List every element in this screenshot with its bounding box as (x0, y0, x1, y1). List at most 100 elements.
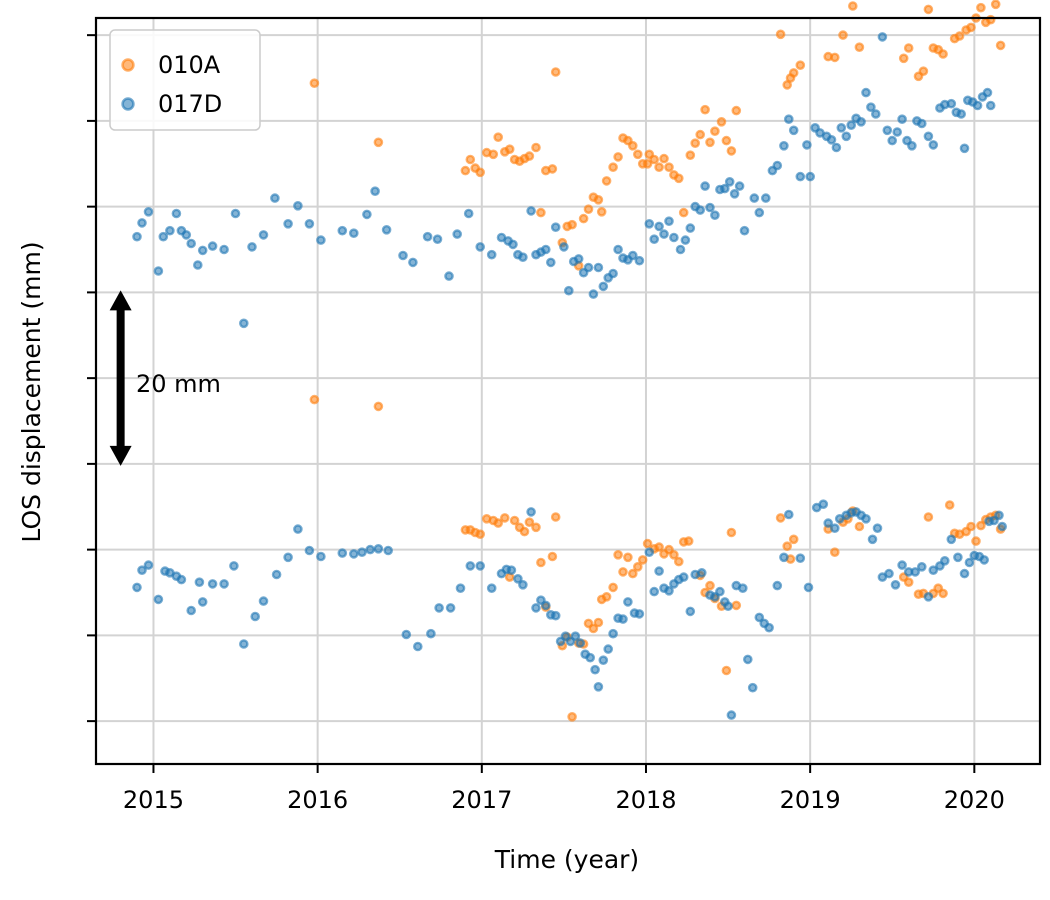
data-point-017D (644, 547, 655, 558)
data-point-010A (898, 53, 909, 64)
y-axis-label: LOS displacement (mm) (17, 241, 46, 542)
data-point-017D (887, 135, 898, 146)
data-point-010A (775, 29, 786, 40)
data-point-017D (603, 644, 614, 654)
data-point-017D (293, 200, 303, 211)
data-point-010A (550, 512, 561, 522)
data-point-017D (856, 117, 866, 127)
data-point-017D (747, 682, 758, 693)
data-point-017D (270, 193, 280, 203)
data-point-017D (675, 244, 686, 255)
data-point-017D (871, 109, 881, 119)
data-point-010A (593, 194, 604, 205)
data-point-017D (250, 611, 260, 622)
data-point-010A (971, 536, 981, 546)
data-point-017D (258, 596, 269, 606)
data-point-010A (664, 162, 674, 172)
data-point-010A (654, 542, 664, 552)
data-point-017D (659, 229, 669, 239)
data-point-017D (953, 552, 963, 563)
data-point-010A (674, 556, 684, 567)
data-point-017D (426, 628, 436, 639)
data-point-017D (337, 548, 348, 558)
data-point-017D (518, 252, 528, 263)
data-point-017D (357, 547, 367, 558)
data-point-017D (788, 125, 799, 136)
data-point-010A (633, 149, 643, 160)
data-point-010A (588, 623, 599, 634)
data-point-010A (966, 22, 976, 33)
data-point-010A (531, 142, 541, 153)
data-point-017D (465, 561, 476, 571)
data-point-017D (598, 655, 609, 666)
data-point-017D (194, 577, 205, 588)
x-tick-label: 2016 (287, 786, 348, 814)
data-point-017D (872, 523, 883, 534)
data-point-010A (995, 40, 1006, 51)
data-point-017D (644, 218, 655, 229)
data-point-017D (219, 579, 229, 589)
data-point-017D (628, 250, 638, 261)
data-point-017D (258, 230, 269, 240)
data-point-017D (230, 208, 241, 219)
data-point-017D (795, 171, 806, 182)
data-point-017D (337, 225, 348, 236)
data-point-017D (734, 181, 745, 191)
data-point-010A (578, 213, 589, 224)
data-point-010A (547, 164, 558, 174)
data-point-017D (705, 202, 715, 213)
data-point-017D (365, 544, 376, 555)
data-point-017D (583, 262, 594, 273)
data-point-017D (739, 225, 750, 236)
data-point-017D (754, 612, 765, 623)
data-point-017D (143, 206, 154, 217)
data-point-017D (452, 229, 463, 239)
data-point-010A (613, 550, 623, 560)
data-point-017D (207, 579, 218, 589)
data-point-017D (940, 556, 950, 566)
data-point-010A (903, 43, 914, 53)
data-point-017D (475, 561, 486, 571)
data-point-010A (465, 154, 476, 165)
data-point-010A (976, 520, 986, 531)
data-point-017D (408, 257, 418, 268)
data-point-010A (683, 536, 694, 546)
data-point-017D (907, 140, 917, 151)
data-point-017D (370, 186, 380, 196)
data-point-017D (165, 225, 175, 236)
data-point-017D (513, 574, 523, 584)
data-point-017D (608, 268, 618, 279)
data-point-017D (928, 565, 939, 576)
data-point-010A (642, 158, 653, 169)
data-point-017D (593, 262, 604, 273)
data-point-017D (455, 583, 466, 594)
data-point-017D (700, 181, 710, 191)
data-point-017D (401, 629, 412, 640)
data-point-010A (309, 78, 320, 88)
data-point-017D (588, 289, 599, 299)
data-point-017D (316, 551, 326, 562)
data-point-017D (946, 98, 957, 109)
scale-bar: 20 mm (109, 290, 221, 466)
data-point-010A (690, 138, 701, 148)
data-point-010A (309, 394, 320, 405)
data-point-017D (564, 285, 574, 296)
data-point-010A (524, 151, 535, 161)
data-point-017D (664, 216, 674, 226)
data-point-017D (608, 628, 618, 639)
data-point-017D (634, 255, 645, 266)
data-point-010A (716, 117, 727, 127)
data-point-010A (593, 617, 604, 628)
data-point-010A (954, 31, 965, 41)
data-point-010A (830, 547, 840, 558)
data-point-017D (749, 193, 760, 203)
data-point-017D (283, 218, 293, 229)
plot-frame (94, 16, 1042, 766)
data-point-010A (923, 512, 934, 522)
data-point-017D (917, 562, 927, 572)
data-point-017D (715, 586, 725, 597)
data-point-017D (550, 222, 561, 232)
data-point-010A (731, 105, 742, 116)
data-point-017D (518, 580, 528, 590)
